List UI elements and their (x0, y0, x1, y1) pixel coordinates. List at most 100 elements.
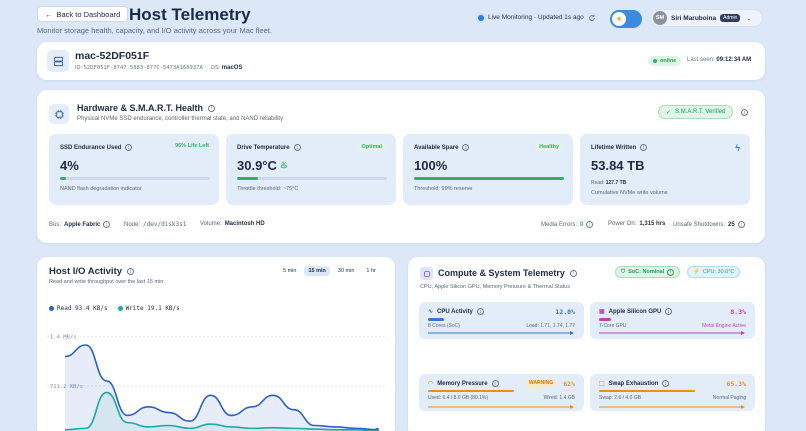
cpu-sparkline (428, 331, 574, 335)
compute-telemetry-card: Compute & System Telemetry i CPU, Apple … (408, 257, 765, 431)
drive-temperature-bar (237, 177, 387, 180)
soc-status-badge: ⛉ SoC: Nominal i (615, 266, 681, 278)
live-dot-icon (478, 14, 484, 21)
back-button-label: Back to Dashboard (56, 9, 121, 19)
chip-icon (49, 104, 69, 124)
y-tick-label: 1.4 MB/s (50, 334, 77, 340)
range-15min[interactable]: 15 min (304, 266, 330, 276)
chart-legend: Read 93.4 KB/s Write 19.1 KB/s (49, 305, 180, 312)
compute-title: Compute & System Telemetry i (438, 268, 577, 278)
gpu-tile: ▣ Apple Silicon GPU i 8.3% 7-Core GPU Meta… (590, 302, 755, 339)
info-icon[interactable]: i (103, 221, 111, 228)
online-dot-icon (653, 59, 657, 63)
lifetime-read: Read: 127.7 TB (591, 180, 627, 186)
io-chart[interactable]: 1.4 MB/s 711.2 KB/s (47, 322, 385, 431)
refresh-icon[interactable] (588, 14, 596, 22)
available-spare-metric: Available Spare i Healthy 100% Threshold:… (403, 134, 573, 205)
host-card: mac-52DF051F ID: 52DF051F-8747-5883-877C… (37, 42, 765, 80)
series-area-1 (65, 392, 371, 431)
chevron-down-icon: ⌄ (746, 15, 752, 22)
gauge-icon: ◠ (428, 381, 434, 387)
ssd-endurance-value: 4% (60, 158, 79, 173)
hardware-title: Hardware & S.M.A.R.T. Health i (77, 103, 216, 113)
info-icon[interactable]: i (586, 221, 594, 228)
shield-icon: ⛉ (621, 268, 626, 275)
drive-temperature-value: 30.9°C ♨ (237, 158, 288, 173)
smart-verified-badge: ✓ S.M.A.R.T. Verified (658, 105, 734, 119)
compute-subtitle: CPU, Apple Silicon GPU, Memory Pressure … (420, 284, 570, 290)
info-icon[interactable]: i (640, 144, 648, 151)
avatar: SM (653, 11, 667, 25)
host-id: 52DF051F-8747-5883-877C-5473A168937A (83, 65, 203, 71)
range-1hr[interactable]: 1 hr (366, 268, 376, 274)
warning-badge: WARNING (526, 379, 557, 387)
info-icon[interactable]: i (125, 144, 133, 151)
arrow-left-icon: ← (45, 9, 53, 19)
io-activity-card: Host I/O Activity i Read and write throu… (37, 257, 395, 431)
host-os: macOS (221, 65, 243, 71)
series-line-0 (64, 344, 378, 431)
range-5min[interactable]: 5 min (283, 268, 297, 274)
page-header: ← Back to Dashboard Host Telemetry Monit… (37, 5, 769, 36)
healthy-tag: Healthy (535, 143, 563, 151)
memory-sparkline (428, 405, 574, 409)
swap-icon: ⬚ (599, 381, 605, 387)
available-spare-bar (414, 177, 564, 180)
info-icon[interactable]: i (208, 104, 216, 112)
live-monitoring-status: Live Monitoring · Updated 1s ago (478, 14, 584, 21)
legend-write: Write 19.1 KB/s (117, 305, 180, 312)
series-area-0 (65, 345, 377, 431)
lifetime-written-metric: Lifetime Written i ϟ 53.84 TB Read: 127.7… (580, 134, 750, 205)
status-badge: online (648, 56, 682, 66)
swap-exhaustion-tile: ⬚ Swap Exhaustion i 65.3% Swap: 2.6 / 4.0 … (590, 374, 755, 411)
info-icon[interactable]: i (569, 269, 577, 277)
memory-pressure-tile: ◠ Memory Pressure i WARNING 62% Used: 6.4 … (419, 374, 584, 411)
available-spare-value: 100% (414, 158, 448, 173)
series-line-1 (64, 391, 378, 431)
optimal-tag: Optimal (357, 143, 386, 151)
info-icon[interactable]: i (662, 380, 670, 387)
user-name: Siri Maruboina (671, 14, 717, 22)
check-circle-icon: ✓ (666, 109, 672, 116)
host-meta: ID: 52DF051F-8747-5883-877C-5473A168937A… (75, 65, 243, 71)
role-badge: Admin (720, 14, 741, 22)
thermometer-icon: ⚡ (693, 269, 700, 275)
page-title: Host Telemetry (129, 5, 251, 24)
swap-sparkline (599, 405, 745, 409)
hardware-health-card: Hardware & S.M.A.R.T. Health i Physical … (37, 90, 765, 243)
ssd-endurance-bar (60, 177, 210, 180)
host-name: mac-52DF051F (75, 50, 150, 62)
cpu-icon (420, 267, 433, 280)
gpu-sparkline (599, 331, 745, 335)
life-left-tag: 96% Life Left (175, 143, 209, 149)
drive-temperature-metric: Drive Temperature i Optimal 30.9°C ♨ Throt… (226, 134, 396, 205)
last-seen: Last seen: 09:12:34 AM (687, 57, 752, 63)
activity-icon: ∿ (428, 309, 434, 315)
info-icon[interactable]: i (293, 144, 301, 151)
lightning-icon: ϟ (735, 143, 740, 153)
theme-toggle[interactable]: ☀ (610, 10, 642, 28)
back-to-dashboard-button[interactable]: ← Back to Dashboard (37, 6, 129, 22)
page-subtitle: Monitor storage health, capacity, and I/… (37, 26, 272, 35)
info-icon[interactable]: i (127, 268, 135, 275)
ssd-endurance-metric: SSD Endurance Used i 96% Life Left 4% NAN… (49, 134, 219, 205)
time-range-selector: 5 min 15 min 30 min 1 hr (279, 266, 380, 276)
hardware-subtitle: Physical NVMe SSD endurance, controller … (77, 116, 284, 122)
info-icon[interactable]: i (665, 308, 673, 315)
lifetime-written-value: 53.84 TB (591, 158, 645, 173)
range-30min[interactable]: 30 min (337, 268, 355, 274)
legend-read: Read 93.4 KB/s (49, 305, 108, 312)
info-icon[interactable]: i (476, 308, 484, 315)
flame-icon: ♨ (279, 160, 288, 170)
gpu-icon: ▣ (599, 309, 605, 315)
info-icon[interactable]: i (491, 380, 499, 387)
io-subtitle: Read and write throughput over the last … (49, 279, 164, 285)
info-icon[interactable]: i (737, 221, 745, 228)
user-menu[interactable]: SM Siri Maruboina Admin ⌄ (650, 9, 763, 27)
sun-icon: ☀ (612, 12, 626, 26)
info-icon[interactable]: i (462, 144, 470, 151)
server-icon (47, 50, 69, 72)
io-title: Host I/O Activity i (49, 266, 135, 277)
info-icon[interactable]: i (741, 109, 748, 116)
info-icon[interactable]: i (667, 268, 675, 276)
